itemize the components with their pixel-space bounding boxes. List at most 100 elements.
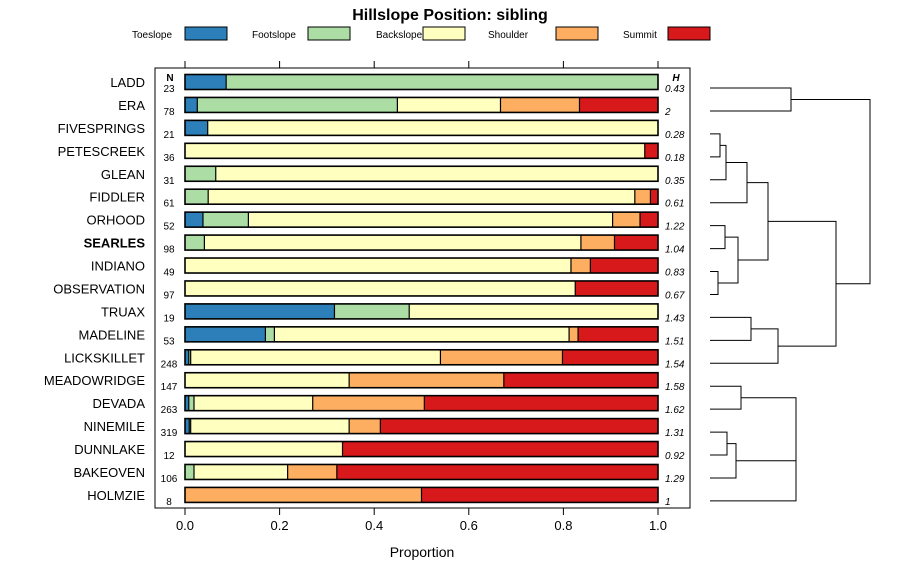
bar-segment [640, 212, 658, 228]
plot-frame [154, 67, 691, 509]
row-n-value: 21 [163, 130, 175, 141]
bar-segment [580, 235, 615, 251]
bar-outline [184, 119, 659, 137]
row-label: BAKEOVEN [73, 465, 145, 480]
bar-row [184, 326, 659, 343]
x-tick-label: 0.2 [271, 518, 289, 533]
bar-row [184, 303, 659, 320]
row-h-value: 0.67 [665, 290, 685, 301]
n-header: N [166, 73, 173, 84]
bar-row [184, 463, 659, 481]
row-n-value: 19 [163, 313, 175, 324]
bar-segment [349, 372, 504, 388]
bar-segment [185, 120, 208, 136]
row-label: FIDDLER [89, 190, 145, 205]
bar-segment [336, 464, 658, 480]
row-label: FIVESPRINGS [58, 121, 146, 136]
x-axis-label: Proportion [390, 544, 455, 560]
row-h-value: 1.51 [665, 336, 684, 347]
row-label: MADELINE [79, 327, 146, 342]
row-label: LADD [110, 75, 145, 90]
bar-segment [334, 303, 410, 319]
bar-outline [184, 486, 659, 504]
bar-segment [185, 235, 205, 251]
row-label: LICKSKILLET [64, 350, 145, 365]
bar-row [184, 257, 659, 274]
x-axis: 0.0 0.2 0.4 0.6 0.8 1.0 [176, 61, 667, 533]
bar-row [184, 119, 659, 137]
row-label: ERA [118, 98, 145, 113]
row-h-value: 0.35 [665, 176, 685, 187]
bar-segment [650, 189, 658, 205]
bar-row [184, 440, 659, 458]
x-tick-label: 0.8 [554, 518, 572, 533]
legend-label: Shoulder [488, 30, 529, 41]
bar-segment [575, 280, 658, 296]
bar-outline [184, 326, 659, 343]
row-n-value: 23 [163, 84, 175, 95]
bar-segment [634, 189, 651, 205]
legend-swatch [184, 26, 228, 41]
row-label: HOLMZIE [87, 488, 145, 503]
bar-segment [188, 349, 191, 365]
bar-row [184, 348, 659, 366]
bar-segment [185, 418, 190, 434]
row-h-value: 0.92 [665, 451, 685, 462]
dendrogram-branch [710, 133, 721, 158]
bar-segment [185, 166, 216, 182]
bar-row [184, 188, 659, 205]
row-labels: LADD 23 0.43 ERA 78 2 FIVESPRINGS 21 0.28 PETESCR… [44, 75, 685, 508]
bar-outline [184, 348, 659, 366]
dendrogram-branch [710, 144, 727, 181]
bar-row [184, 371, 659, 389]
bar-segment [197, 97, 398, 113]
bar-outline [184, 371, 659, 389]
bar-row [184, 96, 659, 114]
bar-segment [185, 143, 645, 159]
row-n-value: 97 [163, 290, 175, 301]
legend-swatch [422, 26, 466, 41]
bar-segment [397, 97, 501, 113]
bar-segment [562, 349, 658, 365]
row-h-value: 1.31 [665, 428, 684, 439]
bar-segment [185, 326, 266, 342]
legend-label: Backslope [376, 30, 423, 41]
bar-segment [424, 395, 658, 411]
bar-segment [193, 395, 313, 411]
row-label: ORHOOD [87, 213, 146, 228]
row-label: OBSERVATION [53, 281, 145, 296]
bar-segment [185, 74, 227, 90]
bar-outline [184, 211, 659, 228]
x-tick-label: 0.6 [460, 518, 478, 533]
row-h-value: 1.58 [665, 382, 685, 393]
bar-segment [614, 235, 658, 251]
bar-segment [185, 280, 576, 296]
row-n-value: 52 [163, 222, 175, 233]
row-h-value: 1.54 [665, 359, 685, 370]
bar-segment [189, 418, 191, 434]
bar-segment [204, 235, 581, 251]
bar-row [184, 234, 659, 251]
row-n-value: 98 [163, 245, 175, 256]
bar-segment [190, 349, 441, 365]
bar-outline [184, 142, 659, 160]
bar-segment [248, 212, 613, 228]
row-n-value: 319 [161, 428, 178, 439]
legend-swatch [555, 26, 599, 41]
row-n-value: 78 [163, 107, 175, 118]
bar-segment [274, 326, 570, 342]
dendrogram-branch [710, 316, 752, 341]
row-n-value: 31 [163, 176, 175, 187]
bar-segment [349, 418, 381, 434]
bar-row [184, 486, 659, 504]
x-tick-label: 1.0 [649, 518, 667, 533]
legend-label: Footslope [252, 30, 296, 41]
bar-segment [185, 303, 335, 319]
bar-segment [500, 97, 580, 113]
dendrogram-branch [710, 385, 742, 410]
row-h-value: 1.22 [665, 222, 685, 233]
x-tick-label: 0.0 [176, 518, 194, 533]
chart-title: Hillslope Position: sibling [352, 7, 548, 24]
bar-segment [612, 212, 641, 228]
